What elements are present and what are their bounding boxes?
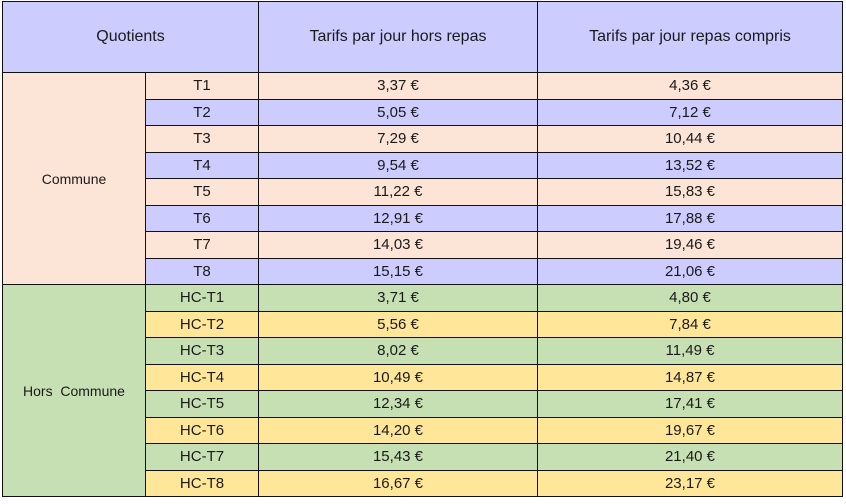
tarif-repas-compris: 11,49 € xyxy=(537,337,843,365)
tarif-repas-compris: 10,44 € xyxy=(537,125,843,153)
table-row: HC-T6 14,20 € 19,67 € xyxy=(3,416,843,444)
tarif-repas-compris: 14,87 € xyxy=(537,363,843,391)
tarif-repas-compris: 13,52 € xyxy=(537,151,843,179)
quotient-code: HC-T7 xyxy=(145,443,259,471)
quotient-code: HC-T4 xyxy=(145,363,259,391)
tarif-hors-repas: 10,49 € xyxy=(258,363,538,391)
tarif-repas-compris: 17,41 € xyxy=(537,390,843,418)
quotient-code: HC-T3 xyxy=(145,337,259,365)
tarif-repas-compris: 19,67 € xyxy=(537,416,843,444)
quotient-code: T5 xyxy=(145,178,259,206)
table-row: HC-T3 8,02 € 11,49 € xyxy=(3,337,843,365)
tarifs-table: Quotients Tarifs par jour hors repas Tar… xyxy=(2,1,843,497)
tarif-repas-compris: 17,88 € xyxy=(537,204,843,232)
table-row: T6 12,91 € 17,88 € xyxy=(3,204,843,232)
header-row: Quotients Tarifs par jour hors repas Tar… xyxy=(2,1,843,73)
table-row: HC-T4 10,49 € 14,87 € xyxy=(3,363,843,391)
header-repas-compris: Tarifs par jour repas compris xyxy=(537,1,843,73)
table-row: Commune T1 3,37 € 4,36 € xyxy=(2,72,843,285)
tarif-hors-repas: 3,37 € xyxy=(258,72,538,100)
tarif-hors-repas: 15,15 € xyxy=(258,257,538,285)
tarif-repas-compris: 19,46 € xyxy=(537,231,843,259)
table-row: T2 5,05 € 7,12 € xyxy=(3,98,843,126)
tarif-hors-repas: 3,71 € xyxy=(258,284,538,312)
tarif-hors-repas: 12,91 € xyxy=(258,204,538,232)
quotient-code: T2 xyxy=(145,98,259,126)
table-row: T8 15,15 € 21,06 € xyxy=(3,257,843,285)
tarif-repas-compris: 15,83 € xyxy=(537,178,843,206)
table-row: HC-T8 16,67 € 23,17 € xyxy=(3,469,843,497)
quotient-code: T8 xyxy=(145,257,259,285)
table-row: T4 9,54 € 13,52 € xyxy=(3,151,843,179)
table-row: Hors Commune HC-T1 3,71 € 4,80 € xyxy=(2,284,843,497)
group-label-commune: Commune xyxy=(2,72,146,285)
quotient-code: T3 xyxy=(145,125,259,153)
quotient-code: HC-T6 xyxy=(145,416,259,444)
quotient-code: HC-T8 xyxy=(145,469,259,497)
quotient-code: T6 xyxy=(145,204,259,232)
quotient-code: HC-T2 xyxy=(145,310,259,338)
tarif-hors-repas: 11,22 € xyxy=(258,178,538,206)
tarif-hors-repas: 14,20 € xyxy=(258,416,538,444)
table-row: HC-T2 5,56 € 7,84 € xyxy=(3,310,843,338)
header-hors-repas: Tarifs par jour hors repas xyxy=(258,1,538,73)
tarif-hors-repas: 14,03 € xyxy=(258,231,538,259)
quotient-code: T4 xyxy=(145,151,259,179)
quotient-code: HC-T5 xyxy=(145,390,259,418)
tarif-repas-compris: 21,40 € xyxy=(537,443,843,471)
table-row: T5 11,22 € 15,83 € xyxy=(3,178,843,206)
quotient-code: T7 xyxy=(145,231,259,259)
tarif-hors-repas: 9,54 € xyxy=(258,151,538,179)
group-label-hors-commune: Hors Commune xyxy=(2,284,146,497)
tarif-repas-compris: 4,36 € xyxy=(537,72,843,100)
quotient-code: T1 xyxy=(145,72,259,100)
tarif-repas-compris: 23,17 € xyxy=(537,469,843,497)
tarif-hors-repas: 5,05 € xyxy=(258,98,538,126)
tarif-hors-repas: 15,43 € xyxy=(258,443,538,471)
tarif-hors-repas: 5,56 € xyxy=(258,310,538,338)
table-row: T3 7,29 € 10,44 € xyxy=(3,125,843,153)
tarif-repas-compris: 7,12 € xyxy=(537,98,843,126)
tarif-hors-repas: 16,67 € xyxy=(258,469,538,497)
tarif-repas-compris: 4,80 € xyxy=(537,284,843,312)
tarif-hors-repas: 12,34 € xyxy=(258,390,538,418)
tarif-repas-compris: 21,06 € xyxy=(537,257,843,285)
tarif-hors-repas: 8,02 € xyxy=(258,337,538,365)
tarif-repas-compris: 7,84 € xyxy=(537,310,843,338)
tarif-hors-repas: 7,29 € xyxy=(258,125,538,153)
table-row: HC-T5 12,34 € 17,41 € xyxy=(3,390,843,418)
header-quotients: Quotients xyxy=(2,1,259,73)
quotient-code: HC-T1 xyxy=(145,284,259,312)
